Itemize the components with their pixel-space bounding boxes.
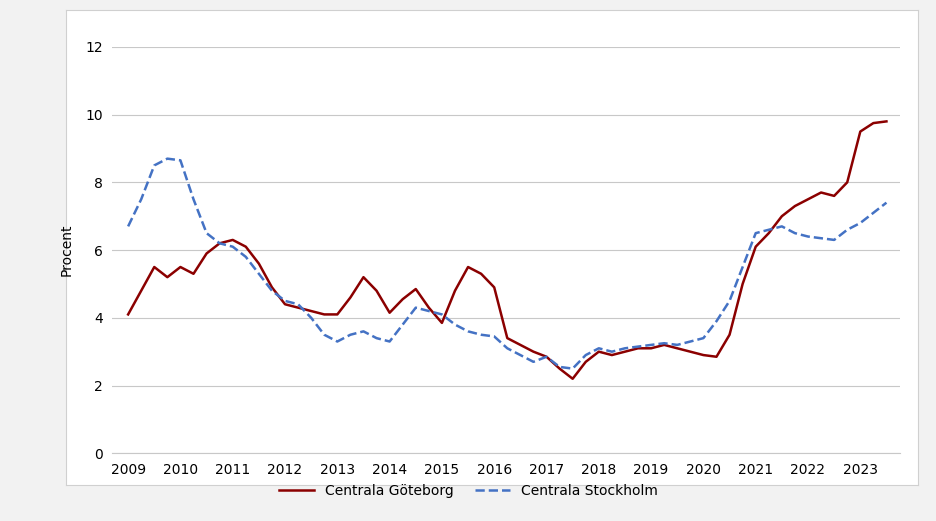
Y-axis label: Procent: Procent (60, 224, 74, 276)
Centrala Göteborg (149, 264, 160, 270)
Centrala Göteborg (880, 118, 891, 125)
Centrala Göteborg (684, 349, 695, 355)
Centrala Stockholm (697, 335, 709, 341)
Line: Centrala Stockholm: Centrala Stockholm (128, 159, 885, 369)
Centrala Göteborg (123, 312, 134, 318)
Centrala Stockholm (331, 339, 343, 345)
Centrala Stockholm (149, 163, 160, 169)
Centrala Stockholm (527, 358, 538, 365)
Centrala Stockholm (162, 156, 173, 162)
Centrala Göteborg (318, 312, 329, 318)
Line: Centrala Göteborg: Centrala Göteborg (128, 121, 885, 379)
Centrala Stockholm (880, 200, 891, 206)
Centrala Stockholm (213, 240, 225, 246)
Centrala Stockholm (253, 271, 264, 277)
Centrala Göteborg (566, 376, 578, 382)
Centrala Stockholm (566, 366, 578, 372)
Centrala Göteborg (240, 244, 251, 250)
Centrala Stockholm (123, 223, 134, 229)
Legend: Centrala Göteborg, Centrala Stockholm: Centrala Göteborg, Centrala Stockholm (273, 478, 663, 504)
Centrala Göteborg (200, 251, 212, 257)
Centrala Göteborg (514, 342, 525, 348)
